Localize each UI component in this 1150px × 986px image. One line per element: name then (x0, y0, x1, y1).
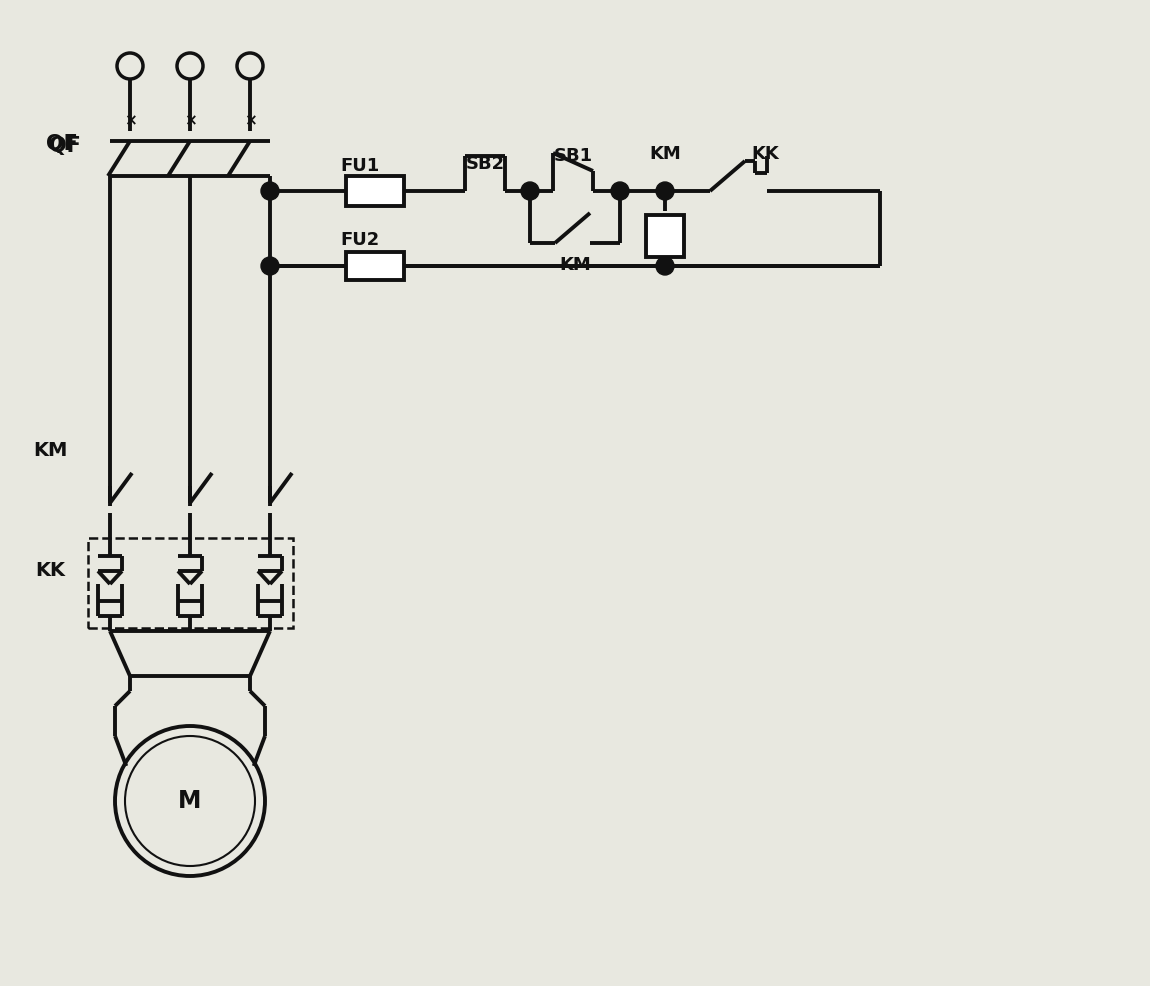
Text: SB2: SB2 (466, 155, 505, 173)
Text: SB1: SB1 (553, 147, 592, 165)
Text: ×: × (124, 113, 137, 128)
Bar (346, 252, 404, 280)
Text: ×: × (244, 113, 256, 128)
Circle shape (611, 182, 629, 200)
Circle shape (261, 257, 279, 275)
Text: KK: KK (34, 561, 66, 581)
Bar (346, 176, 404, 206)
Text: KK: KK (751, 145, 779, 163)
Circle shape (656, 257, 674, 275)
Circle shape (261, 182, 279, 200)
Text: QF: QF (46, 134, 78, 154)
Text: QF: QF (49, 136, 80, 156)
Bar (89, 538, 293, 628)
Text: KM: KM (559, 256, 591, 274)
Text: KM: KM (649, 145, 681, 163)
Bar (646, 215, 684, 257)
Text: FU2: FU2 (340, 231, 380, 249)
Circle shape (521, 182, 539, 200)
Circle shape (656, 182, 674, 200)
Text: ×: × (184, 113, 197, 128)
Text: FU1: FU1 (340, 157, 380, 175)
Text: KM: KM (33, 442, 67, 460)
Text: M: M (178, 789, 201, 813)
